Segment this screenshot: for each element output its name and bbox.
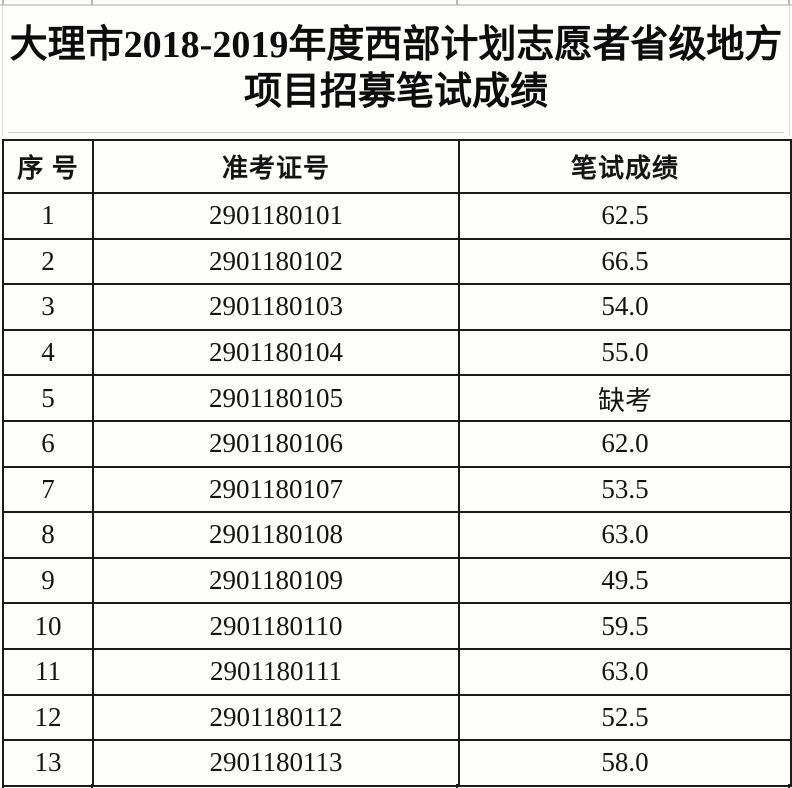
ticket-number-cell: 2901180102 xyxy=(92,237,460,286)
page-left-hairline xyxy=(2,5,3,136)
row-index-cell: 2 xyxy=(2,237,94,286)
table-row: 7 2901180107 53.5 xyxy=(2,465,792,514)
ticket-number-cell: 2901180107 xyxy=(92,465,460,514)
score-cell: 49.5 xyxy=(458,556,792,605)
score-cell: 53.5 xyxy=(458,465,792,514)
ticket-number-cell: 2901180108 xyxy=(92,511,460,559)
score-cell: 62.5 xyxy=(458,192,792,240)
row-index-cell: 12 xyxy=(2,693,94,742)
score-cell: 62.0 xyxy=(458,419,792,468)
bottom-cutoff-column-divider xyxy=(91,784,93,788)
row-index-cell: 10 xyxy=(2,602,94,650)
score-cell: 缺考 xyxy=(458,374,792,422)
top-cutoff-column-divider xyxy=(788,0,790,5)
score-cell: 58.0 xyxy=(458,739,792,787)
bottom-cutoff-column-divider xyxy=(2,784,4,788)
score-cell: 63.0 xyxy=(458,647,792,696)
score-cell: 63.0 xyxy=(458,511,792,559)
ticket-number-cell: 2901180109 xyxy=(92,556,460,605)
score-table-body: 1 2901180101 62.5 2 2901180102 66.5 3 290118010… xyxy=(2,192,792,787)
score-table-header: 序 号 准考证号 笔试成绩 xyxy=(2,139,792,194)
table-row: 2 2901180102 66.5 xyxy=(2,237,792,286)
bottom-cutoff-column-divider xyxy=(456,784,458,788)
ticket-number-cell: 2901180111 xyxy=(92,647,460,696)
score-table: 序 号 准考证号 笔试成绩 1 2901180101 62.5 2 2901180102… xyxy=(2,139,792,787)
ticket-number-cell: 2901180103 xyxy=(92,283,460,331)
row-index-cell: 1 xyxy=(2,192,94,240)
score-cell: 59.5 xyxy=(458,602,792,650)
row-index-cell: 9 xyxy=(2,556,94,605)
header-ticket-number: 准考证号 xyxy=(92,139,460,194)
score-cell: 66.5 xyxy=(458,237,792,286)
table-row: 12 2901180112 52.5 xyxy=(2,693,792,742)
ticket-number-cell: 2901180105 xyxy=(92,374,460,422)
table-row: 13 2901180113 58.0 xyxy=(2,739,792,787)
table-row: 11 2901180111 63.0 xyxy=(2,647,792,696)
document-title: 大理市2018-2019年度西部计划志愿者省级地方 项目招募笔试成绩 xyxy=(8,6,784,133)
ticket-number-cell: 2901180106 xyxy=(92,419,460,468)
ticket-number-cell: 2901180112 xyxy=(92,693,460,742)
top-cutoff-column-divider xyxy=(2,0,4,5)
row-index-cell: 8 xyxy=(2,511,94,559)
row-index-cell: 4 xyxy=(2,328,94,377)
ticket-number-cell: 2901180101 xyxy=(92,192,460,240)
table-row: 10 2901180110 59.5 xyxy=(2,602,792,650)
bottom-cutoff-column-divider xyxy=(788,784,790,788)
row-index-cell: 5 xyxy=(2,374,94,422)
row-index-cell: 3 xyxy=(2,283,94,331)
score-cell: 52.5 xyxy=(458,693,792,742)
ticket-number-cell: 2901180110 xyxy=(92,602,460,650)
top-cutoff-row-border xyxy=(0,0,792,6)
table-row: 6 2901180106 62.0 xyxy=(2,419,792,468)
top-cutoff-column-divider xyxy=(91,0,93,5)
table-row: 4 2901180104 55.0 xyxy=(2,328,792,377)
score-cell: 55.0 xyxy=(458,328,792,377)
table-row: 5 2901180105 缺考 xyxy=(2,374,792,422)
row-index-cell: 13 xyxy=(2,739,94,787)
page-right-hairline xyxy=(789,5,790,136)
header-row: 序 号 准考证号 笔试成绩 xyxy=(2,139,792,194)
row-index-cell: 7 xyxy=(2,465,94,514)
ticket-number-cell: 2901180104 xyxy=(92,328,460,377)
header-score: 笔试成绩 xyxy=(458,139,792,194)
table-row: 8 2901180108 63.0 xyxy=(2,511,792,559)
score-cell: 54.0 xyxy=(458,283,792,331)
top-cutoff-column-divider xyxy=(456,0,458,5)
table-row: 3 2901180103 54.0 xyxy=(2,283,792,331)
header-index: 序 号 xyxy=(2,139,94,194)
title-line-2: 项目招募笔试成绩 xyxy=(243,71,548,113)
title-line-1: 大理市2018-2019年度西部计划志愿者省级地方 xyxy=(9,24,783,66)
row-index-cell: 11 xyxy=(2,647,94,696)
row-index-cell: 6 xyxy=(2,419,94,468)
ticket-number-cell: 2901180113 xyxy=(92,739,460,787)
table-row: 9 2901180109 49.5 xyxy=(2,556,792,605)
table-row: 1 2901180101 62.5 xyxy=(2,192,792,240)
